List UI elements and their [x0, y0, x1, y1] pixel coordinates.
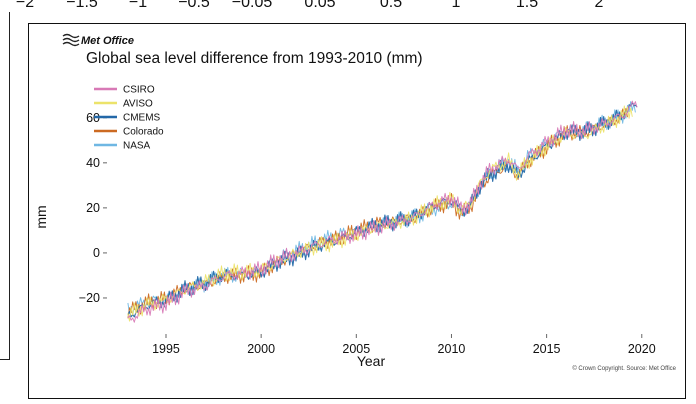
top-tick-label: −0.05: [232, 0, 273, 11]
met-office-logo-icon: [62, 33, 80, 47]
x-tick-label: 1995: [152, 342, 180, 356]
chart-panel: Met Office Global sea level difference f…: [28, 23, 686, 399]
x-tick-label: 2005: [342, 342, 370, 356]
top-tick-label: 0.5: [380, 0, 402, 11]
series-line-cmems: [127, 101, 638, 318]
x-tick-label: 2000: [247, 342, 275, 356]
y-tick-label: −20: [79, 291, 100, 305]
legend-label-csiro: CSIRO: [123, 85, 155, 96]
legend-label-nasa: NASA: [123, 141, 151, 152]
y-axis-label: mm: [33, 205, 49, 228]
top-tick-label: −0.5: [178, 0, 210, 11]
met-office-logo: Met Office: [62, 33, 134, 47]
x-tick-label: 2020: [628, 342, 656, 356]
top-tick-label: 1: [452, 0, 461, 11]
met-office-logo-text: Met Office: [81, 35, 134, 47]
series-line-csiro: [127, 100, 638, 323]
top-tick-label: 0.05: [304, 0, 335, 11]
x-tick-label: 2010: [438, 342, 466, 356]
legend-label-cmems: CMEMS: [123, 113, 161, 124]
left-panel-frame: [0, 12, 10, 360]
x-axis-label: Year: [357, 353, 386, 369]
top-tick-label: −1: [129, 0, 147, 11]
y-axis: −20 0 20 40 60: [79, 111, 107, 305]
top-tick-label: −2: [16, 0, 34, 11]
y-tick-label: 40: [86, 156, 100, 170]
legend-label-colorado: Colorado: [123, 127, 164, 138]
copyright-notice: © Crown Copyright. Source: Met Office: [572, 365, 676, 372]
legend: CSIRO AVISO CMEMS Colorado NASA: [94, 85, 164, 152]
x-axis: 1995 2000 2005 2010 2015 2020: [152, 334, 656, 356]
series-lines: [127, 100, 638, 323]
chart-title: Global sea level difference from 1993-20…: [86, 50, 423, 67]
top-tick-label: 2: [595, 0, 604, 11]
top-tick-label: −1.5: [66, 0, 98, 11]
series-line-aviso: [127, 105, 633, 322]
x-tick-label: 2015: [533, 342, 561, 356]
y-tick-label: 60: [86, 111, 100, 125]
top-tick-label: 1.5: [516, 0, 538, 11]
legend-label-aviso: AVISO: [123, 99, 153, 110]
sea-level-chart: Met Office Global sea level difference f…: [33, 33, 677, 372]
y-tick-label: 0: [93, 246, 100, 260]
y-tick-label: 20: [86, 201, 100, 215]
top-colorbar-tick-labels: −2 −1.5 −1 −0.5 −0.05 0.05 0.5 1 1.5 2: [16, 0, 604, 11]
top-colorbar-strip: −2 −1.5 −1 −0.5 −0.05 0.05 0.5 1 1.5 2: [0, 0, 696, 16]
